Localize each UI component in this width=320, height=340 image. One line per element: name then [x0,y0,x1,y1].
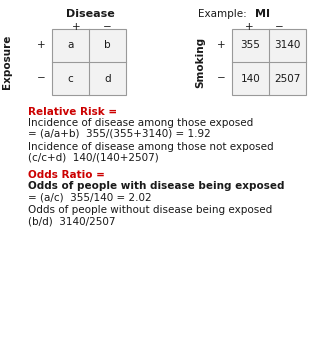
Text: Disease: Disease [66,9,114,19]
Bar [52,29,126,95]
Text: c: c [68,73,73,84]
Text: 140: 140 [241,73,260,84]
Text: Incidence of disease among those exposed: Incidence of disease among those exposed [28,118,253,128]
Text: +: + [72,22,80,32]
Text: (b/d)  3140/2507: (b/d) 3140/2507 [28,216,116,226]
Text: Exposure: Exposure [2,35,12,89]
Text: Example:: Example: [198,9,247,19]
Text: Odds of people without disease being exposed: Odds of people without disease being exp… [28,205,272,215]
Text: Relative Risk =: Relative Risk = [28,107,117,117]
Text: 2507: 2507 [274,73,301,84]
Text: −: − [103,22,111,32]
Text: (c/c+d)  140/(140+2507): (c/c+d) 140/(140+2507) [28,153,159,163]
Text: +: + [217,40,226,51]
Text: Smoking: Smoking [195,36,205,88]
Text: Incidence of disease among those not exposed: Incidence of disease among those not exp… [28,142,274,152]
Text: +: + [37,40,46,51]
Text: +: + [245,22,253,32]
Text: a: a [67,40,74,51]
Bar [232,29,306,95]
Text: Odds Ratio =: Odds Ratio = [28,170,105,180]
Text: 355: 355 [241,40,260,51]
Text: = (a/a+b)  355/(355+3140) = 1.92: = (a/a+b) 355/(355+3140) = 1.92 [28,129,211,139]
Text: = (a/c)  355/140 = 2.02: = (a/c) 355/140 = 2.02 [28,192,152,202]
Text: MI: MI [254,9,269,19]
Text: −: − [275,22,284,32]
Text: 3140: 3140 [274,40,301,51]
Text: −: − [217,73,226,84]
Text: d: d [104,73,111,84]
Text: −: − [37,73,46,84]
Text: b: b [104,40,111,51]
Text: Odds of people with disease being exposed: Odds of people with disease being expose… [28,181,284,191]
